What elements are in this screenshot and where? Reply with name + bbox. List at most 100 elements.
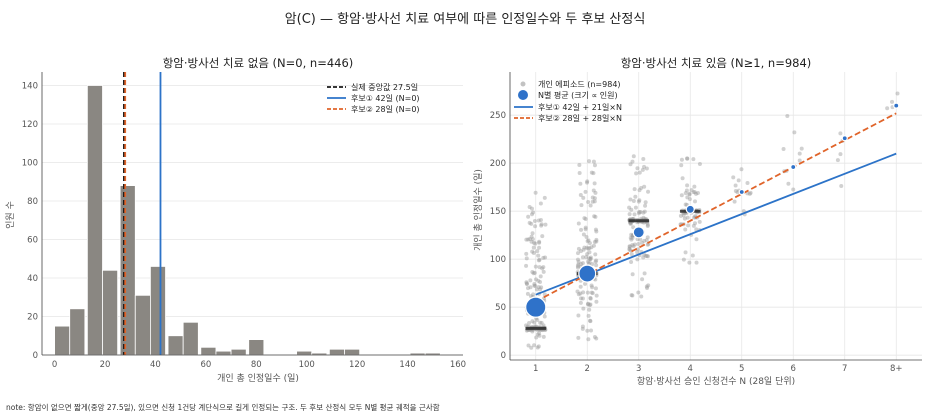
episode-point <box>536 253 541 258</box>
episode-point <box>683 227 688 232</box>
right-x-tick: 1 <box>533 364 538 374</box>
episode-point <box>644 284 649 289</box>
left-panel-histogram: 항암·방사선 치료 없음 (N=0, n=446) 0 20 40 60 80 100 12… <box>5 56 466 384</box>
right-x-tick: 8+ <box>890 364 903 374</box>
episode-point <box>637 170 642 175</box>
episode-point <box>642 271 647 276</box>
episode-point <box>587 307 592 312</box>
episode-point <box>640 277 645 282</box>
episode-point <box>531 271 536 276</box>
episode-point <box>687 191 692 196</box>
episode-point <box>539 285 544 290</box>
left-x-tick: 120 <box>349 360 365 370</box>
episode-point <box>587 303 592 308</box>
histogram-bar-10 <box>215 350 232 356</box>
episode-point <box>627 244 632 249</box>
episode-point <box>632 212 637 217</box>
episode-point <box>646 283 651 288</box>
episode-point <box>588 302 593 307</box>
episode-point <box>631 198 636 203</box>
left-y-axis-label: 인원 수 <box>5 201 16 229</box>
episode-point <box>581 232 586 237</box>
episode-point <box>538 274 543 279</box>
episode-point <box>638 209 643 214</box>
legend-swatch-points <box>520 81 526 87</box>
episode-point <box>593 214 598 219</box>
episode-point <box>685 183 690 188</box>
episode-point <box>524 280 529 285</box>
episode-point <box>683 202 688 207</box>
episode-point <box>628 235 633 240</box>
episode-point <box>732 199 737 204</box>
episode-point <box>533 224 538 229</box>
episode-point <box>586 313 591 318</box>
episode-point <box>591 171 596 176</box>
episode-point <box>645 222 650 227</box>
episode-point <box>644 238 649 243</box>
episode-point <box>683 250 688 255</box>
episode-point <box>635 247 640 252</box>
episode-point <box>539 222 544 227</box>
episode-point <box>524 263 529 268</box>
episode-point <box>797 151 802 156</box>
episode-point <box>529 206 534 211</box>
episode-point <box>838 131 843 136</box>
episode-point <box>532 320 537 325</box>
episode-point <box>575 289 580 294</box>
episode-point <box>641 255 646 260</box>
episode-point <box>537 265 542 270</box>
episode-point <box>532 270 537 275</box>
episode-point <box>632 242 637 247</box>
group-mean-6 <box>790 163 797 171</box>
episode-point <box>628 221 633 226</box>
episode-point <box>540 234 545 239</box>
right-x-tick: 6 <box>791 364 796 374</box>
episode-point <box>530 329 535 334</box>
episode-point <box>530 231 535 236</box>
episode-point <box>586 199 591 204</box>
episode-point <box>781 146 786 151</box>
episode-point <box>642 238 647 243</box>
episode-point <box>577 171 582 176</box>
episode-point <box>538 287 543 292</box>
right-x-tick: 7 <box>842 364 847 374</box>
group-mean-1 <box>525 296 547 318</box>
left-y-tick: 120 <box>22 120 38 130</box>
episode-point <box>797 158 802 163</box>
episode-point <box>630 242 635 247</box>
episode-point <box>631 154 636 159</box>
episode-point <box>535 249 540 254</box>
episode-point <box>685 195 690 200</box>
episode-point <box>641 215 646 220</box>
episode-point <box>799 146 804 151</box>
episode-point <box>631 244 636 249</box>
left-y-tick: 100 <box>22 158 38 168</box>
left-x-tick: 20 <box>100 360 111 370</box>
legend-entry-1: 후보① 42일 (N=0) <box>351 94 420 103</box>
group-mean-8 <box>893 102 900 109</box>
histogram-bar-7 <box>167 335 184 356</box>
episode-point <box>731 175 736 180</box>
episode-point <box>630 235 635 240</box>
episode-point <box>588 256 593 261</box>
episode-point <box>694 260 699 265</box>
episode-point <box>628 162 633 167</box>
episode-point <box>639 294 644 299</box>
episode-point <box>582 245 587 250</box>
left-y-tick: 0 <box>33 351 38 361</box>
episode-point <box>538 218 543 223</box>
episode-point <box>691 223 696 228</box>
episode-point <box>530 319 535 324</box>
left-y-tick: 140 <box>22 81 38 91</box>
episode-point <box>642 252 647 257</box>
episode-point <box>694 237 699 242</box>
episode-point <box>645 286 650 291</box>
episode-point <box>627 247 632 252</box>
episode-point <box>643 253 648 258</box>
left-x-tick: 140 <box>399 360 415 370</box>
episode-point <box>531 292 536 297</box>
episode-point <box>576 335 581 340</box>
episode-point <box>594 336 599 341</box>
episode-point <box>586 337 591 342</box>
